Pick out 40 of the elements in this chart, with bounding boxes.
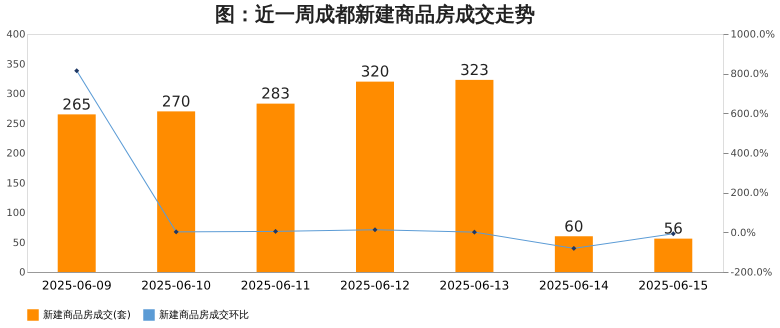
x-tick-label: 2025-06-12 [340,278,410,292]
y-tick-label: 300 [6,89,26,100]
data-label: 323 [460,60,489,79]
bar [58,114,96,272]
chart-title: 图：近一周成都新建商品房成交走势 [215,2,535,26]
data-label: 56 [664,220,683,238]
legend-label: 新建商品房成交环比 [159,309,249,321]
data-label: 60 [564,217,584,236]
x-tick-label: 2025-06-10 [141,278,212,292]
bar [157,111,196,272]
y2-tick-label: 1000.0% [730,30,775,40]
x-tick-label: 2025-06-11 [240,278,310,292]
y2-tick-label: 600.0% [730,108,769,120]
bar [455,80,494,272]
y-tick-label: 100 [6,208,26,219]
y-tick-label: 350 [6,59,26,70]
y-tick-label: 0 [19,268,26,278]
data-label: 283 [261,84,290,103]
y-tick-label: 250 [6,118,26,130]
bar [554,236,593,272]
y-tick-label: 200 [6,148,26,160]
y2-tick-label: -200.0% [730,268,772,278]
data-label: 270 [162,92,190,110]
y2-tick-label: 800.0% [730,69,769,80]
y2-tick-label: 200.0% [730,188,769,200]
bar [654,238,692,272]
data-label: 320 [360,62,390,81]
y-tick-label: 400 [6,30,26,40]
y2-tick-label: 400.0% [730,148,769,160]
legend-label: 新建商品房成交(套) [43,309,131,321]
x-tick-label: 2025-06-09 [42,278,112,292]
y2-tick-label: 0.0% [730,228,756,239]
x-tick-label: 2025-06-13 [440,278,510,292]
bar [356,82,394,272]
bar [256,104,295,272]
x-tick-label: 2025-06-14 [538,278,609,292]
y-tick-label: 50 [12,238,26,249]
x-tick-label: 2025-06-15 [638,278,708,292]
data-label: 265 [62,95,92,114]
y-tick-label: 150 [6,178,26,190]
